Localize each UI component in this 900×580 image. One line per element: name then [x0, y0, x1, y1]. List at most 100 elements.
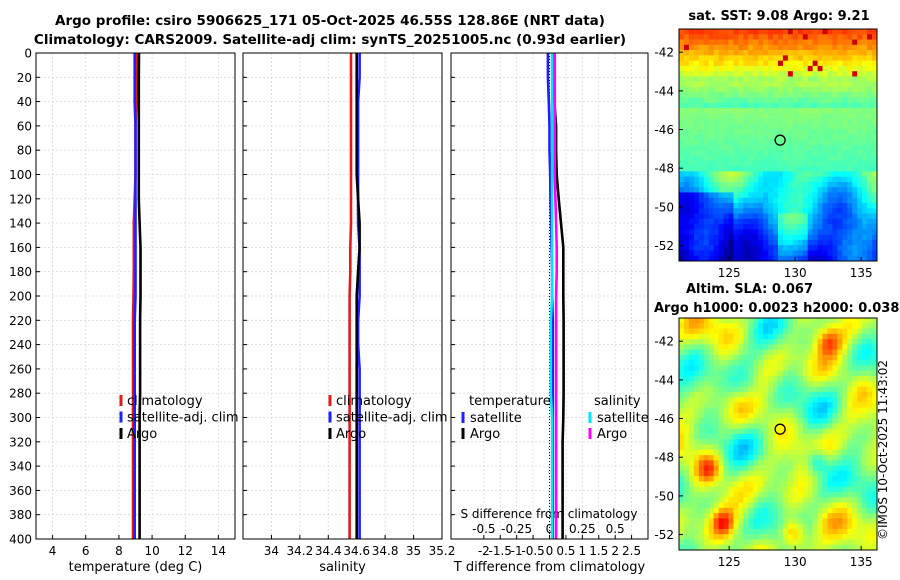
map-cell: [802, 192, 809, 199]
map-cell: [807, 418, 814, 424]
map-cell: [738, 381, 744, 387]
map-cell: [817, 470, 823, 477]
map-cell: [847, 160, 853, 167]
map-cell: [718, 123, 724, 130]
map-cell: [812, 455, 818, 461]
map-cell: [787, 150, 794, 156]
map-cell: [758, 523, 764, 530]
map-cell: [728, 234, 734, 241]
map-cell: [693, 39, 700, 46]
map-cell: [817, 455, 823, 461]
map-cell: [713, 544, 719, 551]
map-cell: [807, 92, 814, 98]
map-cell: [832, 97, 838, 104]
map-cell: [842, 386, 848, 393]
map-cell: [743, 513, 749, 519]
map-cell: [679, 39, 685, 46]
map-cell: [773, 381, 779, 387]
map-cell: [708, 365, 715, 372]
map-cell: [778, 50, 784, 56]
map-cell: [812, 150, 818, 156]
map-cell: [822, 250, 828, 257]
map-cell: [723, 155, 729, 162]
map-cell: [792, 397, 799, 403]
map-cell: [847, 139, 853, 146]
map-cell: [698, 213, 705, 220]
map-cell: [852, 145, 858, 151]
map-cell: [792, 370, 799, 377]
map-cell: [748, 192, 754, 199]
map-cell: [718, 187, 724, 193]
map-cell: [723, 160, 729, 167]
map-cell: [738, 428, 744, 435]
map-cell: [782, 39, 789, 46]
map-cell: [718, 528, 724, 535]
map-cell: [837, 381, 843, 387]
map-cell: [773, 460, 779, 467]
map-cell: [718, 513, 724, 519]
map-cell: [872, 507, 878, 514]
map-cell: [753, 318, 759, 324]
y-tick-label: 340: [9, 460, 32, 474]
map-cell: [812, 34, 818, 40]
map-cell: [728, 507, 734, 514]
map-cell: [862, 428, 868, 435]
map-cell: [683, 76, 690, 83]
map-cell: [713, 449, 719, 456]
map-cell: [822, 108, 828, 114]
map-cell: [733, 434, 739, 440]
map-cell: [698, 360, 705, 366]
map-cell: [837, 34, 843, 40]
map-cell: [713, 60, 719, 67]
map-cell: [807, 460, 814, 467]
map-cell: [723, 492, 729, 498]
map-cell: [688, 213, 695, 220]
map-cell: [728, 354, 734, 361]
map-cell: [817, 349, 823, 356]
map-cell: [758, 418, 764, 424]
map-cell: [683, 376, 690, 382]
map-cell: [842, 118, 848, 125]
map-cell: [822, 460, 828, 467]
map-cell: [827, 523, 833, 530]
map-cell: [688, 481, 695, 488]
map-cell: [862, 50, 868, 56]
map-cell: [822, 523, 828, 530]
map-cell: [778, 60, 784, 67]
map-cell: [802, 134, 809, 141]
map-cell: [743, 418, 749, 424]
map-cell: [773, 486, 779, 493]
map-cell: [693, 397, 700, 403]
map-cell: [832, 365, 838, 372]
map-cell: [698, 423, 705, 430]
map-cell: [733, 402, 739, 409]
map-cell: [857, 60, 863, 67]
map-cell: [688, 203, 695, 209]
map-cell: [782, 449, 789, 456]
map-cell: [822, 192, 828, 199]
map-cell: [758, 360, 764, 366]
map-cell: [758, 71, 764, 77]
map-cell: [778, 134, 784, 141]
map-cell: [817, 481, 823, 488]
map-cell: [768, 539, 774, 546]
map-cell: [842, 145, 848, 151]
map-cell: [847, 418, 853, 424]
map-cell: [758, 203, 764, 209]
map-cell: [679, 412, 685, 419]
map-cell: [857, 145, 863, 151]
map-cell: [822, 129, 828, 135]
map-cell: [703, 544, 710, 551]
map-cell: [822, 187, 828, 193]
map-cell: [822, 71, 828, 77]
map-cell: [797, 528, 804, 535]
map-cell: [778, 333, 784, 340]
map-cell: [787, 145, 794, 151]
map-cell: [862, 465, 868, 472]
map-cell: [733, 208, 739, 214]
map-cell: [703, 492, 710, 498]
map-cell: [852, 407, 858, 414]
map-cell: [852, 481, 858, 488]
map-cell: [768, 439, 774, 445]
